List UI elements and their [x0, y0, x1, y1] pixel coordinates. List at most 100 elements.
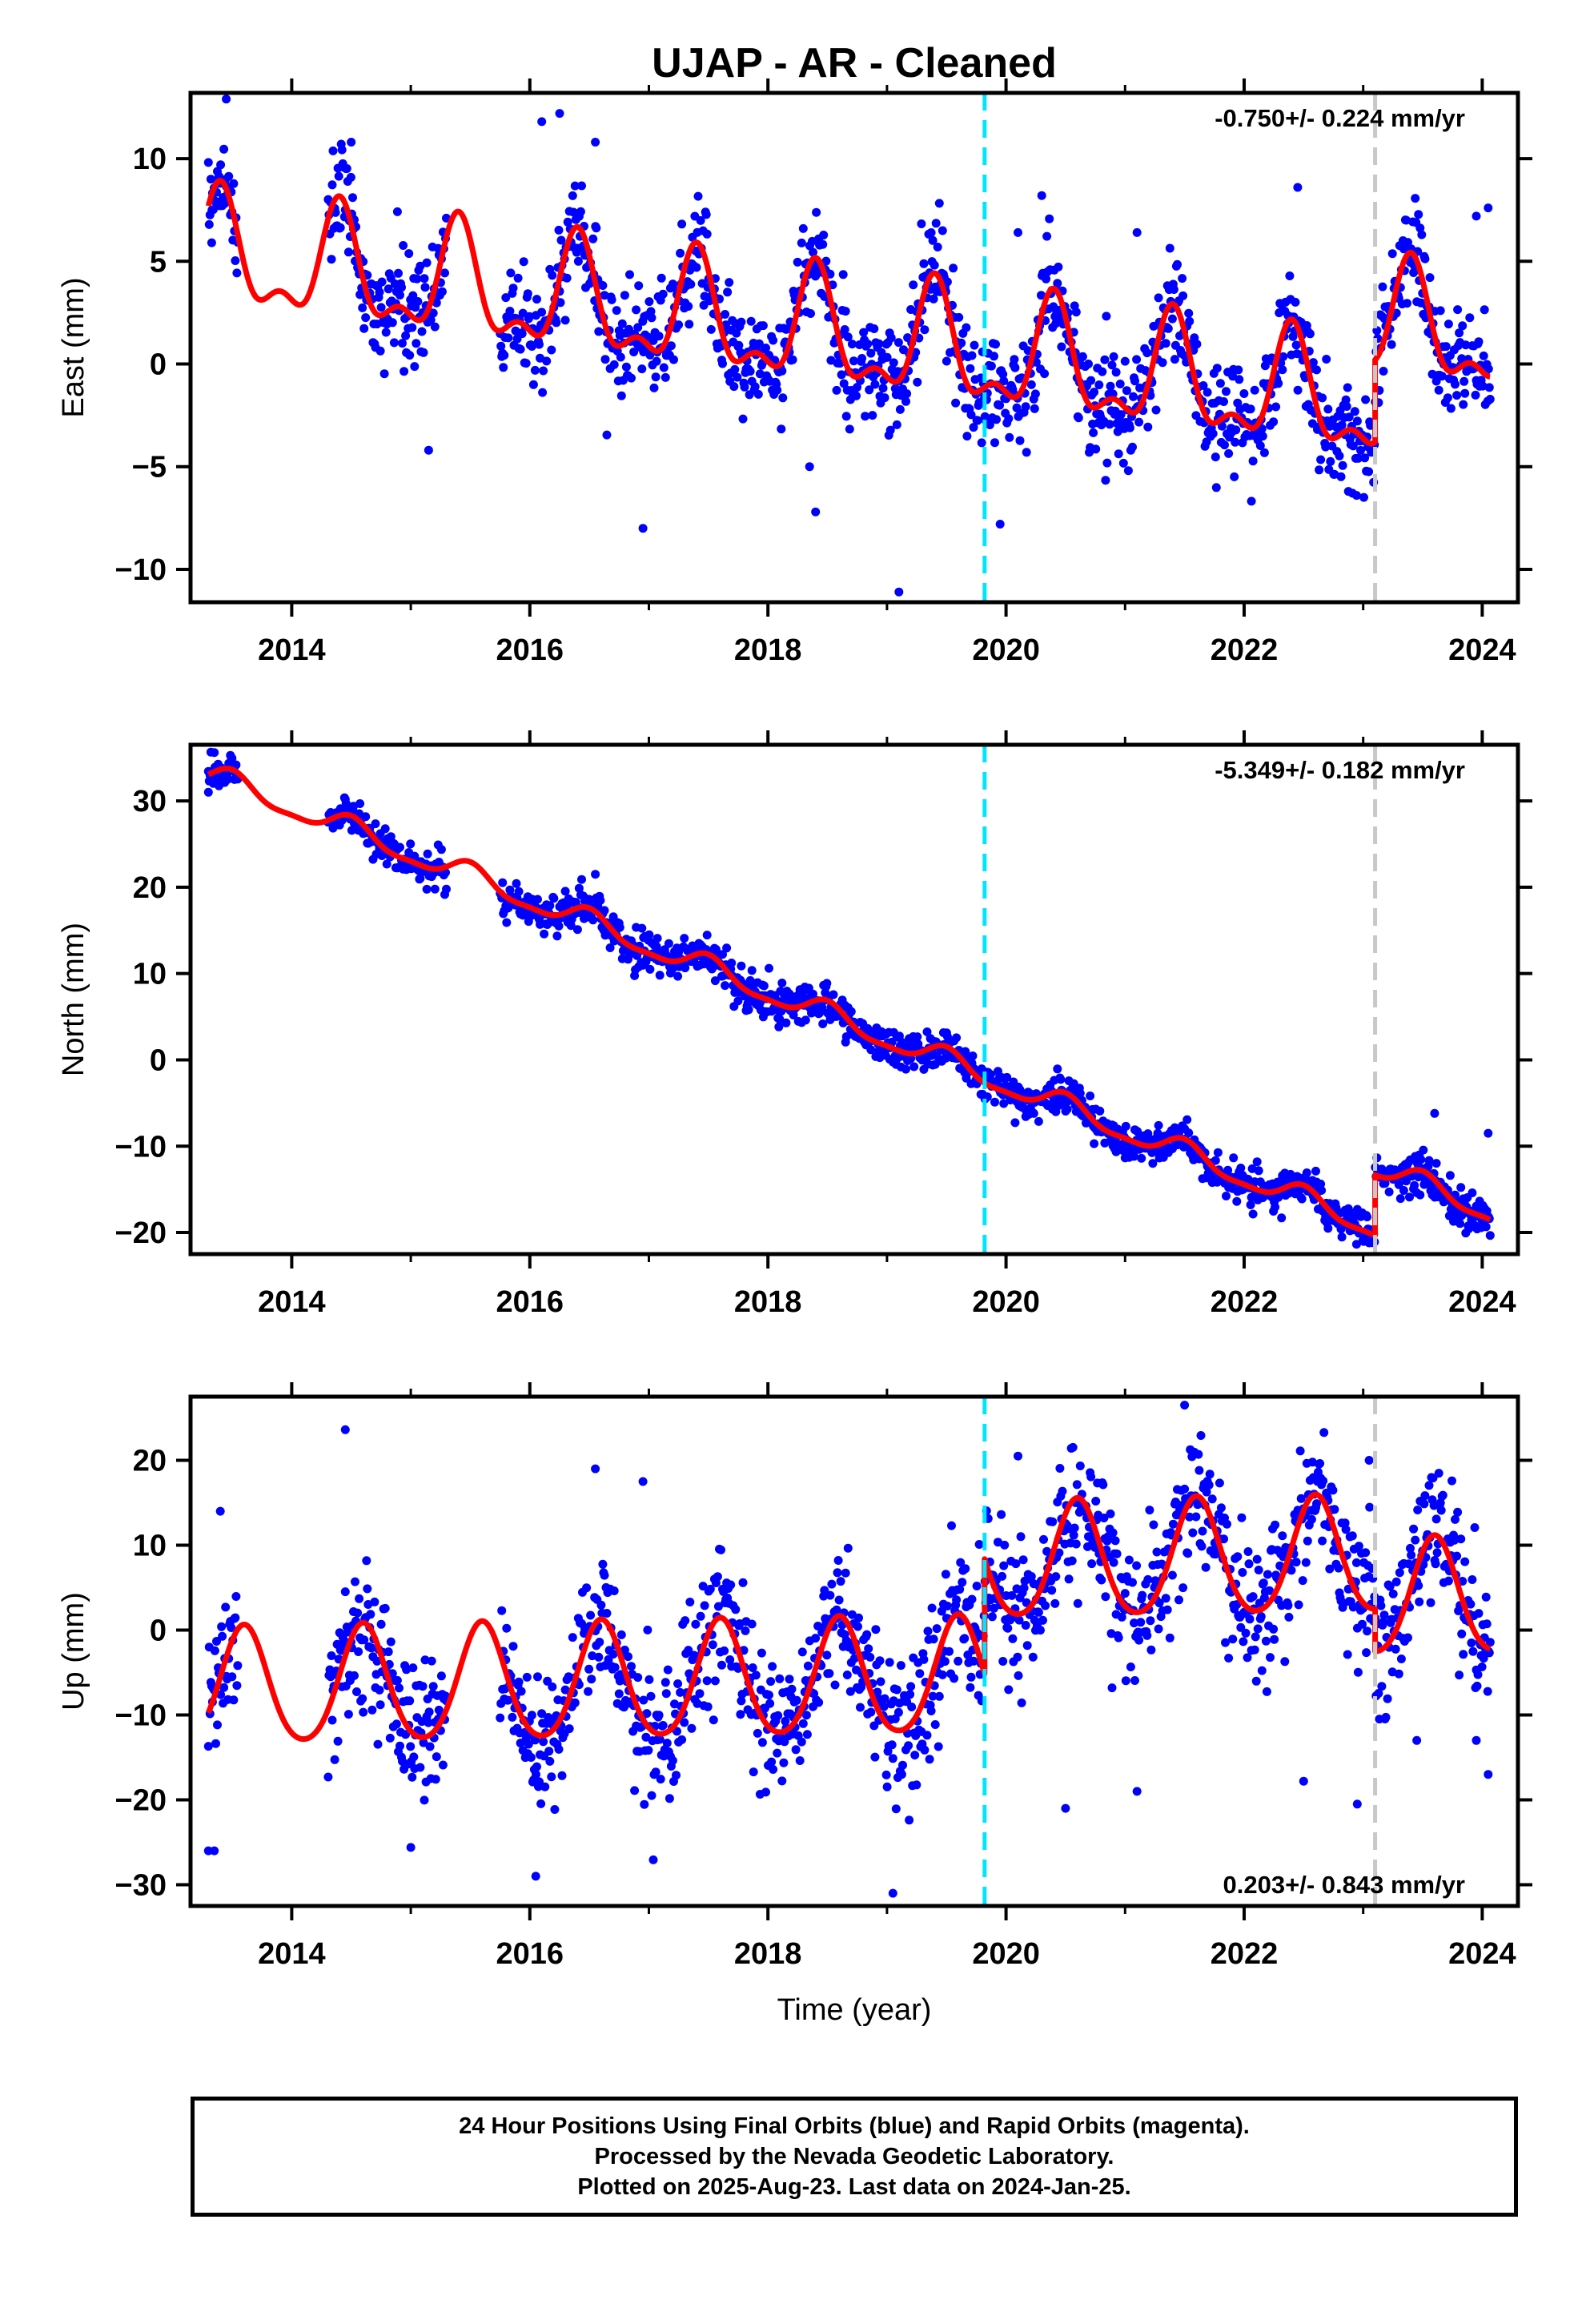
up-data-point — [1474, 1609, 1484, 1618]
east-data-point — [1100, 355, 1110, 364]
east-data-point — [1308, 358, 1318, 368]
up-data-point — [932, 1624, 942, 1634]
east-data-point — [539, 366, 548, 376]
east-data-point — [1451, 380, 1460, 389]
up-data-point — [1394, 1669, 1403, 1679]
up-outlier-point — [1472, 1735, 1481, 1745]
east-data-point — [656, 273, 666, 283]
north-x-tick-label: 2022 — [1211, 1285, 1279, 1319]
east-data-point — [377, 277, 387, 287]
up-data-point — [545, 1756, 555, 1766]
east-data-point — [754, 339, 764, 348]
up-data-point — [1467, 1638, 1476, 1647]
east-data-point — [419, 348, 428, 357]
north-rate-label: -5.349+/- 0.182 mm/yr — [1215, 756, 1465, 784]
up-data-point — [665, 1794, 674, 1803]
north-data-point — [371, 819, 380, 829]
north-data-point — [361, 812, 371, 822]
up-data-point — [396, 1741, 404, 1751]
east-data-point — [576, 207, 585, 216]
up-data-point — [1064, 1574, 1074, 1584]
north-data-point — [1351, 1240, 1361, 1249]
north-outlier-point — [1430, 1108, 1439, 1118]
east-data-point — [207, 238, 216, 247]
north-data-point — [897, 1038, 906, 1047]
east-data-point — [337, 145, 347, 155]
up-data-point — [757, 1738, 767, 1747]
east-data-point — [1071, 308, 1081, 317]
up-data-point — [926, 1707, 936, 1715]
north-data-point — [382, 859, 391, 869]
up-data-point — [1253, 1624, 1263, 1634]
up-data-point — [749, 1767, 758, 1777]
east-data-point — [661, 372, 670, 382]
east-data-point — [1291, 340, 1301, 350]
east-data-point — [985, 420, 994, 429]
up-data-point — [647, 1791, 656, 1800]
up-data-point — [952, 1595, 962, 1605]
east-data-point — [1326, 456, 1335, 466]
up-data-point — [376, 1619, 386, 1629]
up-data-point — [1436, 1506, 1446, 1515]
east-data-point — [718, 359, 727, 368]
up-data-point — [768, 1662, 777, 1671]
east-data-point — [499, 363, 508, 372]
north-data-point — [777, 979, 787, 987]
east-y-tick-label: 5 — [150, 245, 167, 279]
north-data-point — [818, 1019, 828, 1028]
east-data-point — [1220, 440, 1229, 450]
up-data-point — [1086, 1472, 1096, 1482]
north-data-point — [572, 925, 582, 935]
up-data-point — [598, 1559, 608, 1569]
up-data-point — [570, 1698, 580, 1707]
east-data-point — [1128, 442, 1137, 452]
east-data-point — [651, 372, 661, 382]
up-data-point — [1041, 1601, 1050, 1610]
east-data-point — [430, 322, 440, 332]
east-data-point — [1480, 305, 1489, 315]
east-x-tick-label: 2020 — [972, 633, 1040, 667]
east-outlier-point — [995, 520, 1005, 529]
east-data-point — [1040, 369, 1050, 379]
up-data-point — [1383, 1694, 1392, 1703]
east-data-point — [633, 323, 643, 332]
east-data-point — [797, 238, 806, 247]
up-outlier-point — [1364, 1456, 1374, 1465]
east-data-point — [1341, 395, 1351, 404]
up-data-point — [1409, 1524, 1419, 1534]
east-data-point — [437, 287, 447, 296]
up-data-point — [375, 1685, 384, 1695]
up-data-point — [802, 1730, 812, 1739]
east-data-point — [556, 298, 565, 308]
east-data-point — [632, 305, 641, 315]
east-data-point — [548, 271, 557, 280]
north-data-point — [846, 1007, 856, 1016]
up-data-point — [587, 1675, 596, 1684]
north-outlier-point — [1484, 1128, 1493, 1138]
north-data-point — [765, 963, 773, 973]
east-data-point — [1231, 425, 1241, 435]
up-data-point — [1447, 1476, 1456, 1486]
east-data-point — [328, 146, 338, 155]
east-data-point — [666, 341, 676, 351]
up-data-point — [352, 1687, 361, 1696]
up-data-point — [761, 1787, 770, 1797]
north-data-point — [502, 918, 512, 927]
up-data-point — [1055, 1464, 1065, 1473]
east-data-point — [1021, 402, 1030, 412]
up-data-point — [691, 1619, 701, 1629]
north-data-point — [961, 1047, 970, 1056]
east-data-point — [746, 316, 756, 326]
east-data-point — [1163, 324, 1173, 333]
east-outlier-point — [1014, 227, 1022, 237]
up-data-point — [1165, 1633, 1174, 1642]
up-data-point — [1259, 1578, 1268, 1588]
up-data-point — [1266, 1653, 1275, 1663]
east-data-point — [837, 370, 846, 380]
up-data-point — [864, 1644, 873, 1654]
north-data-point — [655, 971, 665, 980]
up-data-point — [353, 1608, 363, 1618]
up-data-point — [1073, 1598, 1082, 1608]
east-data-point — [777, 366, 787, 376]
up-data-point — [527, 1711, 536, 1720]
